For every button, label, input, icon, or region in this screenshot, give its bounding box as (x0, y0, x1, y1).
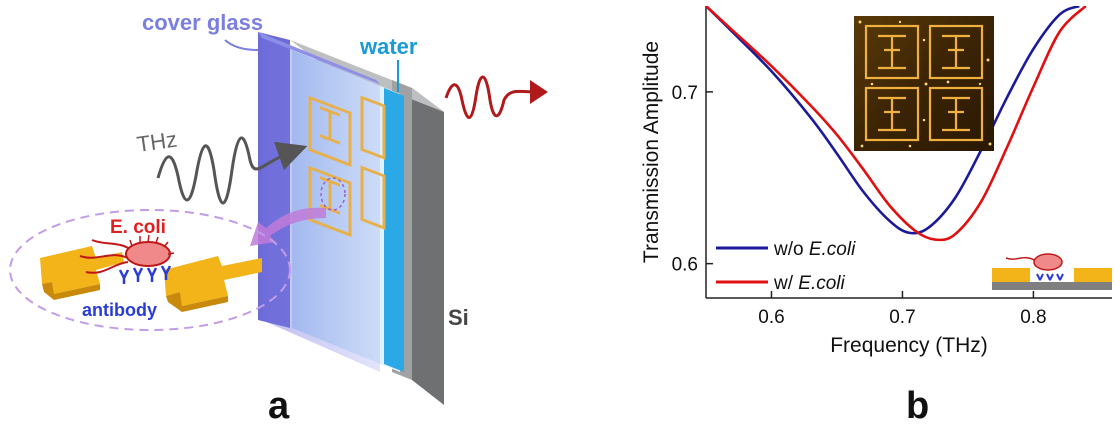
zoom-arrow (250, 207, 326, 246)
chart-legend: w/o E.coli w/ E.coli (716, 239, 856, 294)
antibody-shapes (118, 265, 172, 284)
legend-label-without: w/o E.coli (773, 239, 856, 260)
thz-input-wave (156, 136, 308, 205)
ecoli-pili (129, 234, 175, 255)
panel-a-illustration: cover glass water THz Si E (9, 10, 548, 427)
y-tick-label: 0.6 (672, 255, 698, 276)
target-circle (320, 177, 346, 211)
detail-ellipse (9, 209, 291, 331)
output-wave (444, 75, 537, 119)
panel-b-label: b (906, 385, 929, 427)
series-line-without-ecoli (706, 6, 1080, 235)
cover-glass-label: cover glass (142, 10, 263, 35)
x-axis-title: Frequency (THz) (830, 334, 988, 357)
water-label: water (359, 34, 418, 59)
ecoli-label: E. coli (110, 217, 166, 238)
x-tick-label: 0.6 (758, 307, 784, 328)
antibody-label: antibody (82, 300, 157, 320)
legend-label-with: w/ E.coli (773, 273, 846, 294)
cover-glass-pointer (224, 39, 259, 51)
si-label: Si (448, 305, 469, 330)
panel-a-label: a (268, 385, 290, 427)
gold-electrodes (40, 246, 262, 312)
x-tick-label: 0.7 (889, 307, 915, 328)
x-tick-label: 0.8 (1020, 307, 1046, 328)
y-tick-label: 0.7 (672, 83, 698, 104)
inset-schematic (992, 253, 1112, 290)
series-line-with-ecoli (706, 6, 1087, 242)
inset-micrograph (854, 16, 994, 151)
resonator-array (308, 95, 386, 238)
y-axis-title: Transmission Amplitude (640, 41, 663, 263)
output-arrowhead (530, 80, 548, 104)
panel-b-chart: 0.6 0.7 0.8 0.6 0.7 (640, 6, 1112, 427)
thz-label: THz (135, 127, 178, 157)
